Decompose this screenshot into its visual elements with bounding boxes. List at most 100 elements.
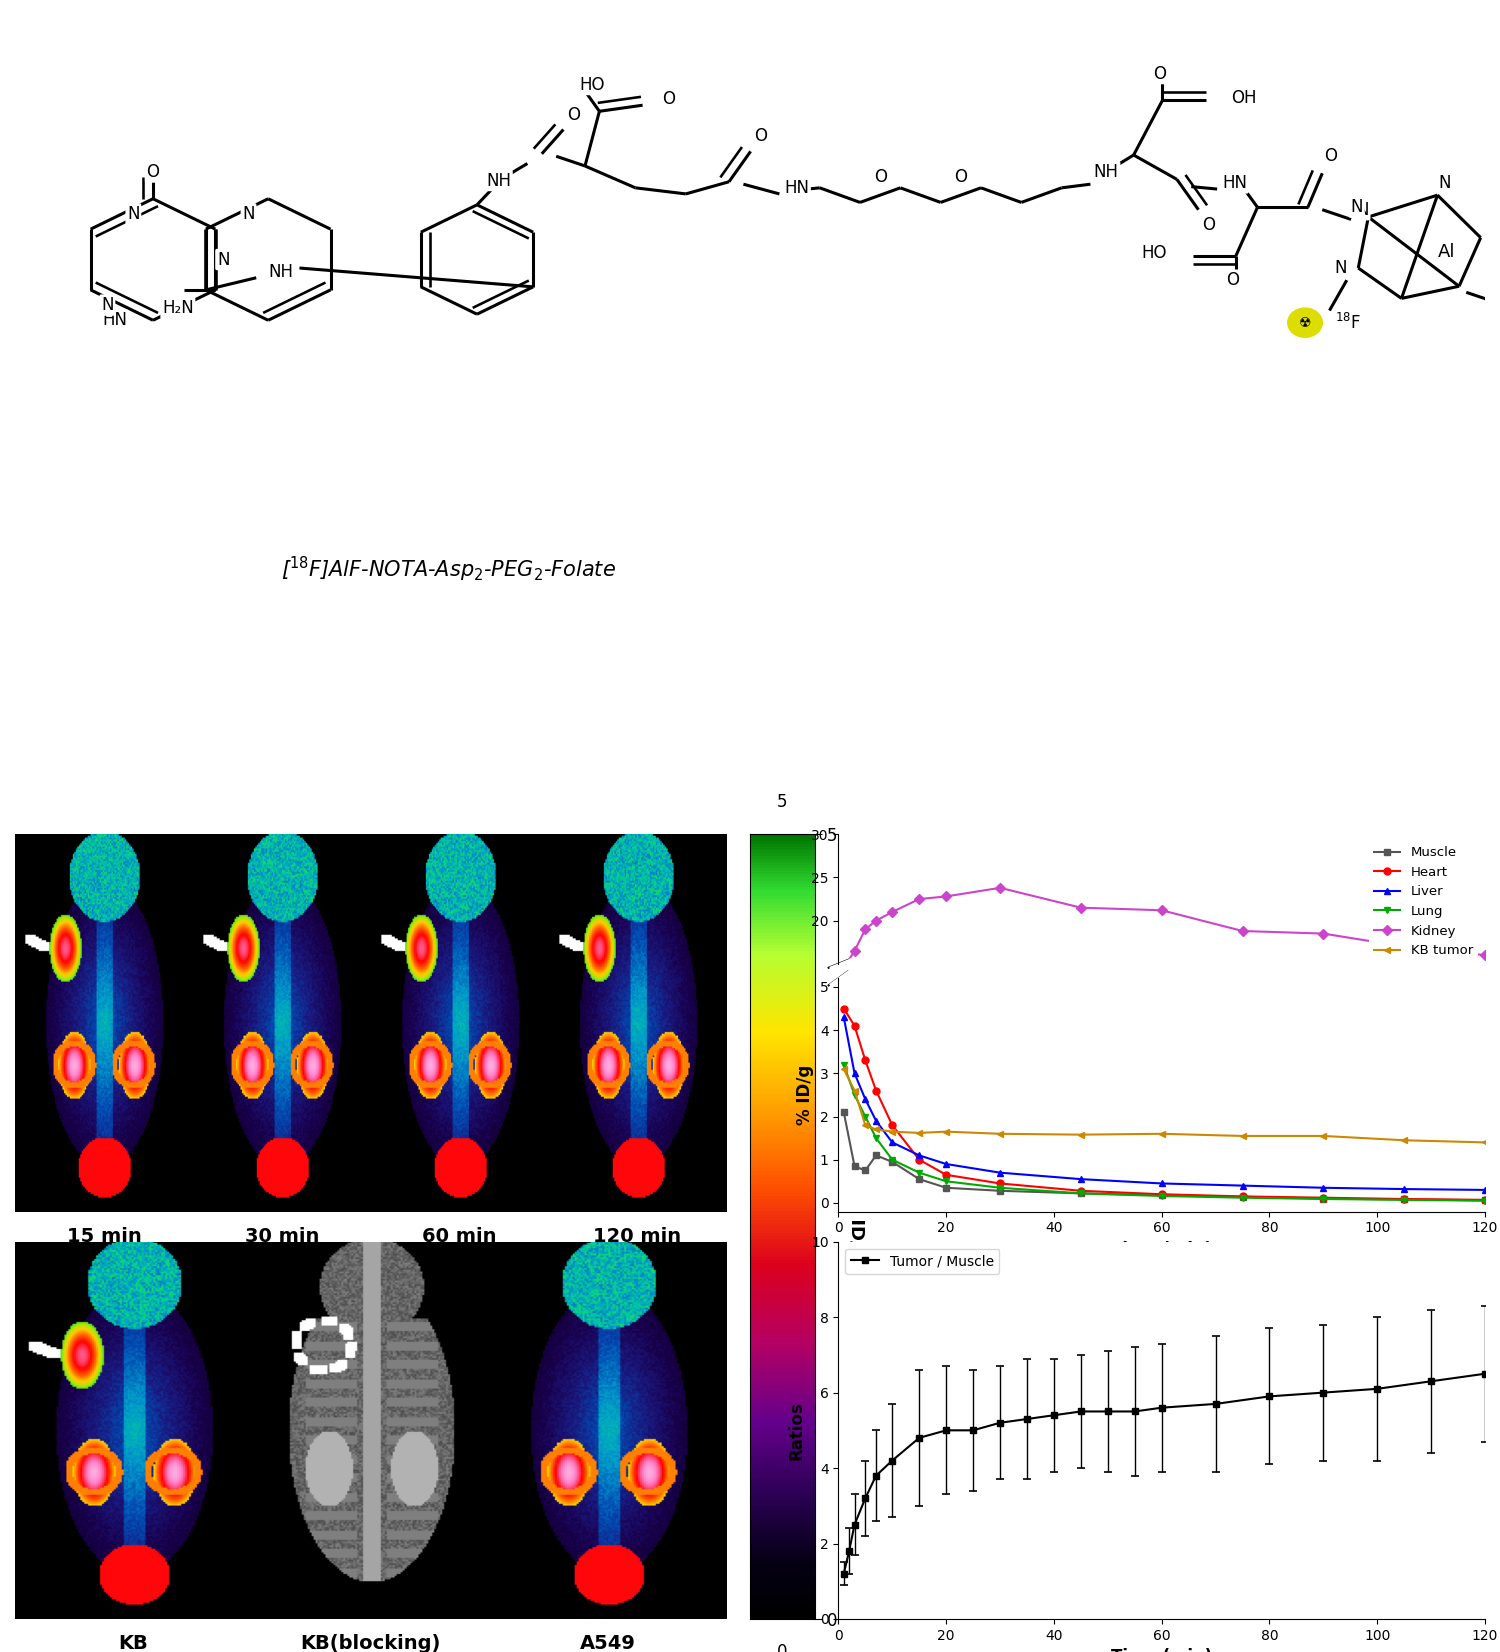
- Text: KB: KB: [118, 1634, 148, 1652]
- Text: O: O: [873, 169, 886, 187]
- KB tumor: [846, 1080, 864, 1100]
- Kidney: [867, 329, 885, 349]
- Heart: [1476, 1189, 1494, 1209]
- KB tumor: [938, 1122, 956, 1142]
- Heart: [856, 1051, 874, 1070]
- Lung: [1476, 1191, 1494, 1211]
- Kidney: [910, 221, 928, 241]
- Text: A549: A549: [580, 1634, 636, 1652]
- Text: [$^{18}$F]AlF-NOTA-Asp$_2$-PEG$_2$-Folate: [$^{18}$F]AlF-NOTA-Asp$_2$-PEG$_2$-Folat…: [280, 555, 615, 583]
- Text: N: N: [243, 205, 255, 223]
- Muscle: [884, 1151, 902, 1171]
- Muscle: [846, 1156, 864, 1176]
- Heart: [1072, 1181, 1090, 1201]
- Muscle: [856, 1161, 874, 1181]
- KB tumor: [867, 1120, 885, 1140]
- Muscle: [836, 1102, 854, 1122]
- Y-axis label: Ratios: Ratios: [788, 1401, 806, 1460]
- Lung: [867, 1128, 885, 1148]
- Text: N: N: [1350, 198, 1364, 216]
- Liver: [1233, 1176, 1251, 1196]
- Text: NH: NH: [268, 263, 292, 281]
- Lung: [938, 1171, 956, 1191]
- KB tumor: [836, 1059, 854, 1079]
- Kidney: [1233, 382, 1251, 401]
- Kidney: [938, 208, 956, 228]
- Circle shape: [1287, 309, 1323, 337]
- KB tumor: [1314, 1127, 1332, 1146]
- KB tumor: [884, 1122, 902, 1142]
- Muscle: [867, 1145, 885, 1165]
- Text: 0: 0: [777, 1642, 788, 1652]
- Heart: [1152, 1184, 1170, 1204]
- Text: O: O: [1202, 216, 1215, 235]
- Heart: [836, 999, 854, 1019]
- Text: N: N: [1335, 259, 1347, 278]
- Line: Muscle: Muscle: [840, 1108, 1488, 1204]
- Liver: [1476, 1180, 1494, 1199]
- Kidney: [1152, 278, 1170, 297]
- KB tumor: [1233, 1127, 1251, 1146]
- Kidney: [1395, 459, 1413, 479]
- Muscle: [938, 1178, 956, 1198]
- Muscle: [1395, 1189, 1413, 1209]
- Line: KB tumor: KB tumor: [840, 1066, 1488, 1146]
- Text: N: N: [1438, 173, 1450, 192]
- Muscle: [1314, 1189, 1332, 1209]
- Heart: [910, 1150, 928, 1170]
- Kidney: [856, 372, 874, 392]
- Text: 60 min: 60 min: [423, 1226, 496, 1246]
- Lung: [992, 1178, 1010, 1198]
- Text: HN: HN: [102, 311, 128, 329]
- Liver: [1152, 1173, 1170, 1193]
- KB tumor: [1476, 1133, 1494, 1153]
- Text: OH: OH: [1232, 89, 1257, 107]
- Muscle: [1233, 1186, 1251, 1206]
- Liver: [856, 1089, 874, 1108]
- Lung: [1314, 1189, 1332, 1209]
- KB tumor: [1072, 1125, 1090, 1145]
- KB tumor: [910, 1123, 928, 1143]
- Text: HO: HO: [579, 76, 604, 94]
- Heart: [867, 1080, 885, 1100]
- Liver: [846, 1064, 864, 1084]
- Line: Lung: Lung: [840, 1061, 1488, 1204]
- Y-axis label: % ID/g: % ID/g: [796, 1066, 814, 1125]
- Text: O: O: [147, 164, 159, 182]
- Liver: [867, 1110, 885, 1130]
- Line: Kidney: Kidney: [840, 172, 1488, 580]
- KB tumor: [992, 1123, 1010, 1143]
- Kidney: [836, 567, 854, 586]
- Lung: [1152, 1186, 1170, 1206]
- Line: Heart: Heart: [840, 1004, 1488, 1203]
- Text: O: O: [1227, 271, 1239, 289]
- Muscle: [1072, 1183, 1090, 1203]
- KB tumor: [1395, 1130, 1413, 1150]
- Lung: [846, 1085, 864, 1105]
- Lung: [910, 1163, 928, 1183]
- Kidney: [1072, 264, 1090, 284]
- Heart: [846, 1016, 864, 1036]
- Text: NH: NH: [486, 172, 512, 190]
- Kidney: [992, 165, 1010, 185]
- Lung: [1395, 1189, 1413, 1209]
- Kidney: [884, 286, 902, 306]
- Kidney: [1314, 395, 1332, 415]
- Heart: [884, 1115, 902, 1135]
- Heart: [938, 1165, 956, 1184]
- Lung: [836, 1054, 854, 1074]
- Liver: [1395, 1180, 1413, 1199]
- Liver: [884, 1133, 902, 1153]
- Heart: [1233, 1186, 1251, 1206]
- Lung: [1233, 1188, 1251, 1208]
- Liver: [1314, 1178, 1332, 1198]
- Kidney: [1476, 502, 1494, 522]
- KB tumor: [856, 1115, 874, 1135]
- Text: N: N: [100, 296, 114, 314]
- Line: Liver: Liver: [840, 1014, 1488, 1193]
- Text: NH: NH: [1094, 164, 1119, 182]
- Legend: Muscle, Heart, Liver, Lung, Kidney, KB tumor: Muscle, Heart, Liver, Lung, Kidney, KB t…: [1368, 841, 1479, 963]
- Muscle: [910, 1170, 928, 1189]
- KB tumor: [1152, 1123, 1170, 1143]
- Text: O: O: [567, 106, 580, 124]
